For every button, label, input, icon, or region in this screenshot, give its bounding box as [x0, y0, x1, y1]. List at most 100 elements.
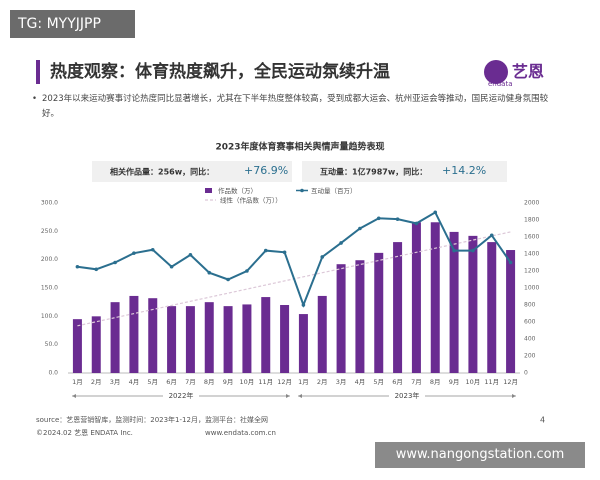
website: www.endata.com.cn — [205, 429, 276, 437]
source: source：艺恩营销智库，监测时间：2023年1-12月，监测平台：社媒全网 — [36, 415, 268, 424]
bar — [204, 302, 214, 373]
line — [77, 210, 512, 308]
bar — [430, 222, 440, 373]
legend-swatch — [300, 188, 304, 193]
logo-icon — [484, 60, 508, 84]
x-tick-label: 5月 — [147, 378, 158, 386]
legend-label: 作品数（万） — [218, 186, 257, 195]
bar — [374, 252, 384, 373]
bar — [336, 264, 346, 373]
y2-tick-label: 800 — [524, 302, 536, 309]
x-tick-label: 8月 — [430, 378, 441, 386]
x-tick-label: 8月 — [204, 378, 215, 386]
x-tick-label: 6月 — [166, 378, 177, 386]
y2-tick-label: 1400 — [524, 251, 539, 258]
y2-tick-label: 0 — [524, 370, 528, 377]
y-tick-label: 100.0 — [41, 313, 58, 320]
logo-subtitle: endata — [488, 80, 513, 88]
bar — [242, 304, 252, 373]
slide-title: 热度观察：体育热度飙升，全民运动氛续升温 — [50, 62, 390, 82]
line-marker — [358, 226, 362, 231]
bar — [185, 306, 195, 373]
bar — [411, 222, 421, 373]
group-label: 2023年 — [395, 391, 420, 400]
x-tick-label: 3月 — [336, 378, 347, 386]
logo: 艺恩 — [512, 62, 545, 81]
stat-label: 相关作品量：256w，同比： — [110, 167, 214, 177]
bar — [506, 250, 516, 373]
x-tick-label: 9月 — [223, 378, 234, 386]
line-marker — [245, 269, 249, 273]
stat-label: 互动量：1亿7987w，同比： — [320, 167, 427, 177]
line-marker — [113, 260, 117, 265]
watermark: TG: MYYJJPP — [10, 10, 135, 38]
x-tick-label: 4月 — [355, 378, 366, 386]
bar — [129, 295, 139, 373]
bar — [148, 298, 158, 373]
line-marker — [452, 248, 456, 253]
watermark: www.nangongstation.com — [375, 442, 585, 468]
line-marker — [433, 210, 438, 215]
line-marker — [489, 233, 494, 238]
x-tick-label: 4月 — [129, 378, 140, 386]
line-marker — [94, 267, 99, 272]
stat-change: +14.2% — [442, 164, 486, 177]
bar — [487, 242, 497, 373]
x-tick-label: 5月 — [373, 378, 384, 386]
line-marker — [282, 250, 287, 255]
bar — [261, 297, 271, 373]
y2-tick-label: 200 — [524, 353, 536, 360]
x-tick-label: 10月 — [240, 378, 255, 386]
line-marker — [207, 270, 212, 275]
legend-label: 线性（作品数（万）） — [220, 196, 282, 205]
bar — [468, 235, 478, 373]
x-tick-label: 2月 — [317, 378, 328, 386]
bullet-text: 2023年以来运动赛事讨论热度同比显著增长，尤其在下半年热度整体较高，受到成都大… — [32, 92, 552, 122]
bar — [72, 319, 82, 373]
y-tick-label: 250.0 — [41, 228, 58, 235]
title-accent — [36, 60, 40, 84]
y-tick-label: 200.0 — [41, 256, 58, 263]
stat-box — [92, 161, 292, 182]
y2-tick-label: 600 — [524, 319, 536, 326]
bar — [449, 231, 459, 373]
x-tick-label: 3月 — [110, 378, 121, 386]
page-number: 4 — [540, 416, 545, 425]
legend-swatch — [205, 188, 212, 193]
group-label: 2022年 — [169, 391, 194, 400]
bar — [317, 295, 327, 373]
x-tick-label: 6月 — [392, 378, 403, 386]
x-tick-label: 12月 — [277, 378, 292, 386]
copyright: ©2024.02 艺恩 ENDATA Inc. — [36, 429, 133, 437]
x-tick-label: 7月 — [411, 378, 422, 386]
line-marker — [226, 277, 230, 282]
y-tick-label: 0.0 — [48, 370, 58, 377]
line-marker — [508, 260, 513, 265]
line-marker — [301, 303, 306, 307]
line-marker — [471, 248, 475, 253]
x-tick-label: 9月 — [449, 378, 460, 386]
chart-title: 2023年度体育赛事相关舆情声量趋势表现 — [215, 141, 384, 153]
y2-tick-label: 1600 — [524, 234, 539, 241]
y2-tick-label: 1800 — [524, 217, 539, 224]
x-tick-label: 10月 — [466, 378, 481, 386]
bar — [280, 305, 290, 373]
line-marker — [395, 217, 400, 221]
bar — [91, 316, 101, 373]
y-tick-label: 300.0 — [41, 200, 58, 207]
bar — [298, 314, 308, 373]
line-marker — [169, 264, 174, 269]
stat-box — [302, 161, 507, 182]
x-tick-label: 7月 — [185, 378, 196, 386]
y2-tick-label: 1000 — [524, 285, 539, 292]
line-marker — [150, 247, 155, 252]
y-tick-label: 50.0 — [45, 341, 59, 348]
line-marker — [132, 251, 136, 255]
x-tick-label: 2月 — [91, 378, 102, 386]
line-marker — [339, 241, 343, 245]
line-marker — [320, 255, 325, 259]
x-tick-label: 1月 — [72, 378, 83, 386]
x-tick-label: 11月 — [484, 378, 499, 386]
